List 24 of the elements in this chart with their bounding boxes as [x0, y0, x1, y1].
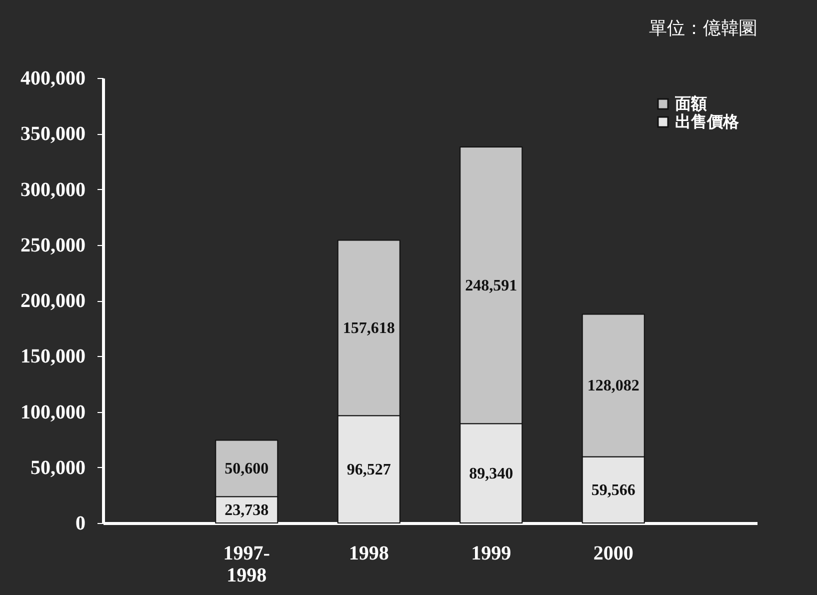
y-tick-label: 300,000	[20, 178, 86, 201]
data-label: 157,618	[342, 320, 395, 337]
legend-label: 面額	[674, 95, 707, 113]
y-tick-label: 150,000	[20, 346, 86, 368]
text: 單位：億韓圜	[649, 18, 757, 38]
legend-label: 出售價格	[675, 113, 740, 131]
x-tick-label: 1997- 1998	[223, 542, 270, 586]
y-tick-label: 100,000	[20, 401, 86, 424]
x-tick-label: 2000	[593, 542, 634, 564]
y-tick-label: 250,000	[20, 234, 86, 256]
x-tick-label: 1998	[348, 542, 389, 564]
y-tick-label: 400,000	[20, 68, 86, 90]
data-label: 89,340	[469, 465, 514, 482]
x-tick-label: 1999	[471, 542, 512, 564]
data-label: 248,591	[465, 277, 518, 294]
data-label: 96,527	[346, 461, 391, 478]
y-tick-label: 0	[76, 512, 86, 534]
y-tick-label: 350,000	[20, 123, 86, 146]
data-label: 59,566	[591, 482, 636, 499]
y-tick-label: 200,000	[20, 290, 86, 312]
data-label: 50,600	[224, 460, 269, 478]
data-label: 128,082	[587, 377, 640, 394]
data-label: 23,738	[224, 502, 269, 519]
y-tick-label: 50,000	[30, 456, 86, 479]
